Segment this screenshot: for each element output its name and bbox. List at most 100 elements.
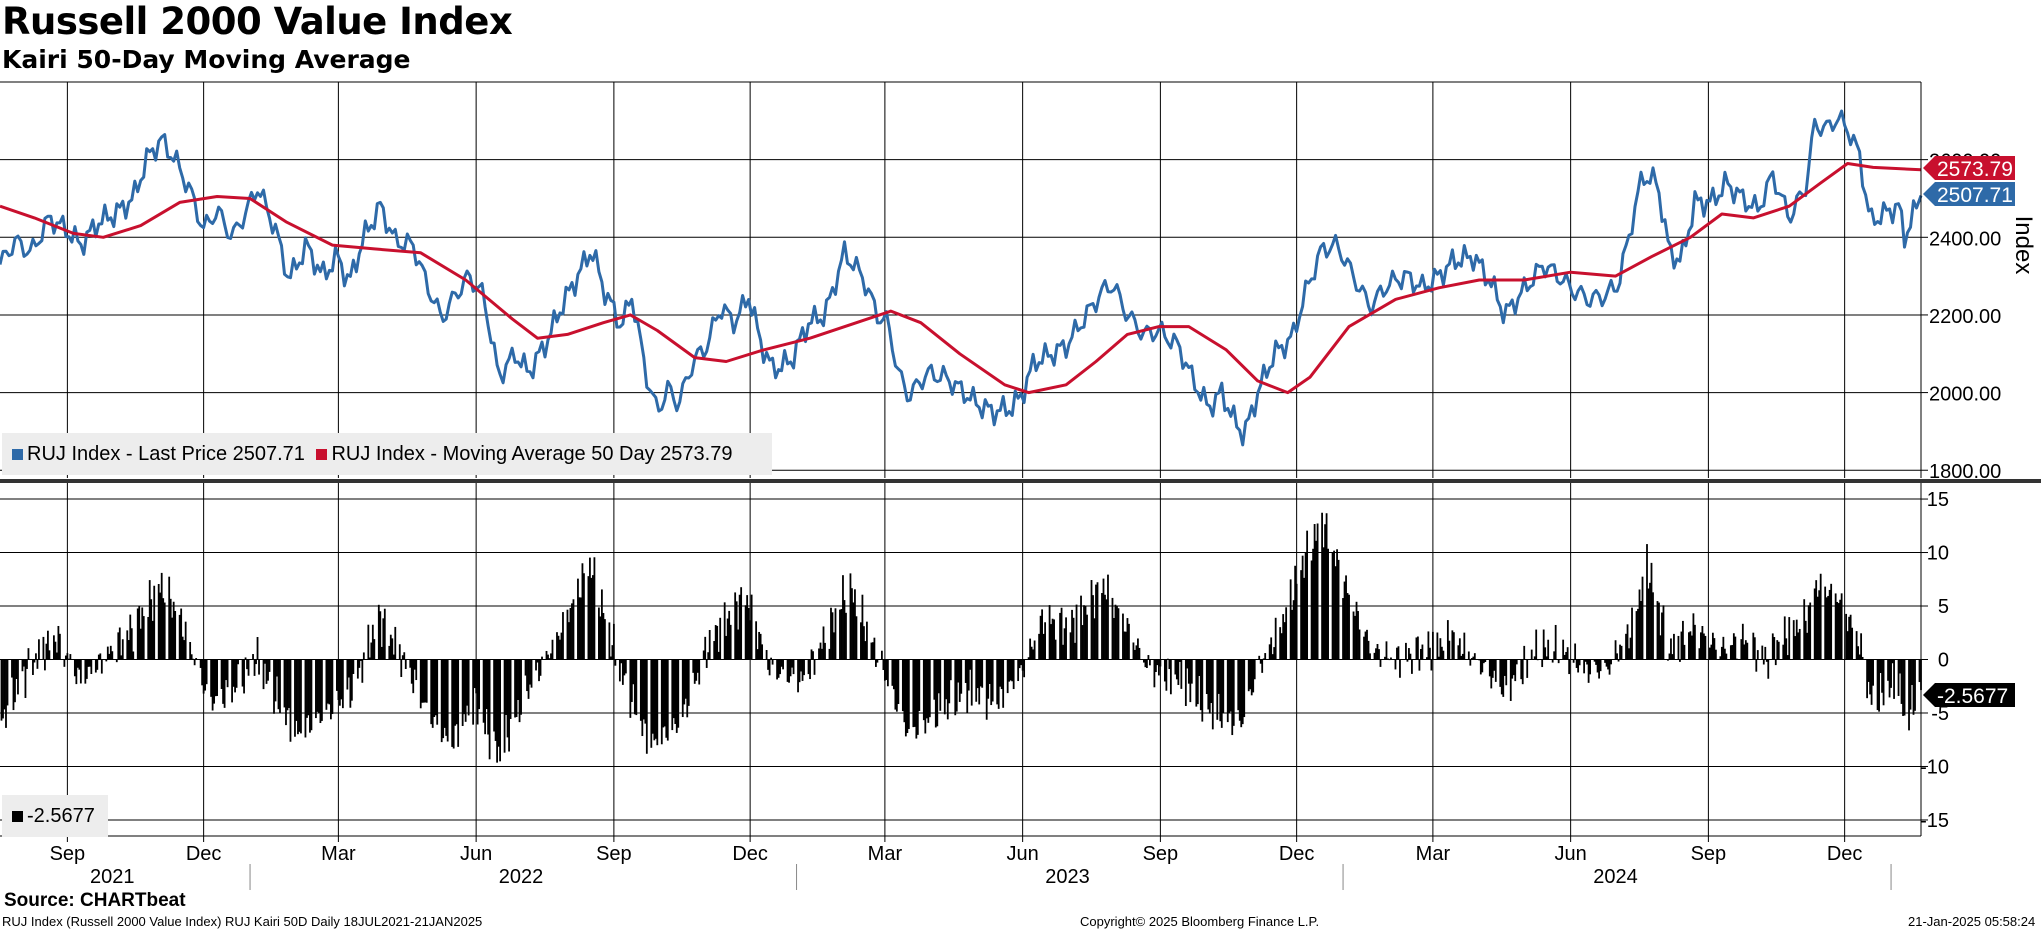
kairi-bar [159, 592, 162, 660]
kairi-bar [1918, 659, 1921, 683]
kairi-value-tag-bg [1923, 683, 2015, 707]
kairi-bar [987, 659, 990, 699]
kairi-bar [434, 659, 437, 716]
kairi-bar [1605, 659, 1608, 667]
kairi-bar [202, 659, 205, 694]
kairi-bar [1071, 609, 1073, 660]
kairi-bar [1451, 630, 1454, 660]
kairi-bar [979, 659, 982, 687]
upper-y-tick-label-1: 2000.00 [1929, 384, 2001, 406]
kairi-bar [1023, 659, 1026, 678]
kairi-bar [593, 557, 596, 660]
kairi-bar [346, 659, 349, 690]
kairi-bar [852, 602, 855, 660]
x-year-label-2: 2023 [1045, 866, 1090, 888]
kairi-bar [1384, 656, 1386, 660]
kairi-bar [216, 659, 219, 696]
kairi-bar [696, 659, 699, 673]
kairi-bar [425, 659, 428, 703]
kairi-bar [1764, 646, 1767, 660]
kairi-bar [367, 624, 370, 660]
kairi-bar [109, 645, 112, 660]
kairi-bar [645, 659, 648, 754]
kairi-bar [1899, 659, 1901, 674]
kairi-bar [1493, 659, 1496, 671]
kairi-bar [777, 659, 780, 678]
kairi-bar [162, 598, 165, 660]
kairi-bar [383, 608, 386, 660]
kairi-bar [945, 659, 948, 700]
kairi-bar [1093, 618, 1096, 660]
kairi-bar [1893, 659, 1895, 699]
kairi-bar [1358, 629, 1361, 660]
kairi-bar [461, 659, 464, 727]
kairi-bar [738, 594, 741, 660]
kairi-bar [325, 659, 328, 710]
kairi-bar [1646, 544, 1648, 660]
kairi-bar [1426, 657, 1428, 660]
kairi-bar [644, 659, 647, 724]
kairi-bar [602, 612, 605, 660]
kairi-bar [666, 659, 669, 741]
kairi-bar [38, 639, 40, 660]
kairi-bar [1520, 659, 1523, 680]
kairi-bar [1467, 651, 1470, 660]
kairi-bar [27, 648, 30, 660]
kairi-bar [1635, 611, 1638, 660]
kairi-bar [1313, 524, 1316, 660]
kairi-bar [916, 659, 919, 735]
kairi-bar [24, 659, 27, 698]
kairi-bar [253, 659, 256, 676]
lower-y-tick-label-3: 0 [1938, 650, 1949, 672]
kairi-bar [78, 659, 81, 670]
kairi-bar [69, 654, 72, 660]
kairi-bar [454, 659, 457, 726]
kairi-bar [587, 576, 590, 660]
kairi-bar [1610, 659, 1612, 665]
kairi-bar [886, 659, 889, 687]
kairi-bar [744, 605, 747, 660]
kairi-bar [96, 659, 99, 670]
kairi-bar [1280, 633, 1283, 660]
kairi-bar [1027, 657, 1030, 660]
kairi-bar [482, 659, 485, 723]
price-value-tag-text: 2507.71 [1937, 184, 2013, 207]
kairi-bar [349, 659, 352, 708]
kairi-bar [1562, 639, 1565, 660]
kairi-bar [1463, 632, 1466, 660]
kairi-bar [1598, 659, 1600, 679]
kairi-bar [1753, 637, 1756, 660]
kairi-bar [237, 659, 239, 665]
kairi-bar [1803, 599, 1806, 660]
kairi-bar [780, 659, 783, 667]
x-tick-label-9: Dec [1279, 843, 1315, 865]
kairi-bar [684, 659, 687, 699]
kairi-bar [1113, 617, 1115, 660]
kairi-bar [1777, 641, 1780, 660]
kairi-bar [1756, 650, 1759, 660]
kairi-bar [1189, 659, 1192, 703]
kairi-bar [35, 653, 37, 660]
kairi-bar [686, 659, 689, 718]
kairi-bar [803, 659, 805, 676]
kairi-bar [704, 636, 707, 660]
kairi-bar [1294, 565, 1297, 660]
kairi-bar [1616, 653, 1618, 660]
kairi-bar [967, 659, 970, 691]
kairi-bar [1722, 636, 1725, 660]
kairi-bar [1156, 659, 1159, 666]
kairi-bar [168, 576, 171, 660]
kairi-bar [1572, 659, 1575, 663]
kairi-bar [183, 640, 186, 660]
kairi-bar [1074, 642, 1076, 660]
kairi-bars [0, 512, 1922, 763]
kairi-bar [1509, 659, 1512, 701]
kairi-bar [633, 659, 636, 715]
kairi-bar [1774, 659, 1777, 666]
kairi-bar [1700, 632, 1702, 660]
kairi-bar [1908, 659, 1910, 731]
kairi-bar [48, 650, 51, 660]
kairi-bar [1238, 659, 1241, 721]
kairi-bar [629, 659, 632, 718]
kairi-bar [1354, 615, 1356, 660]
